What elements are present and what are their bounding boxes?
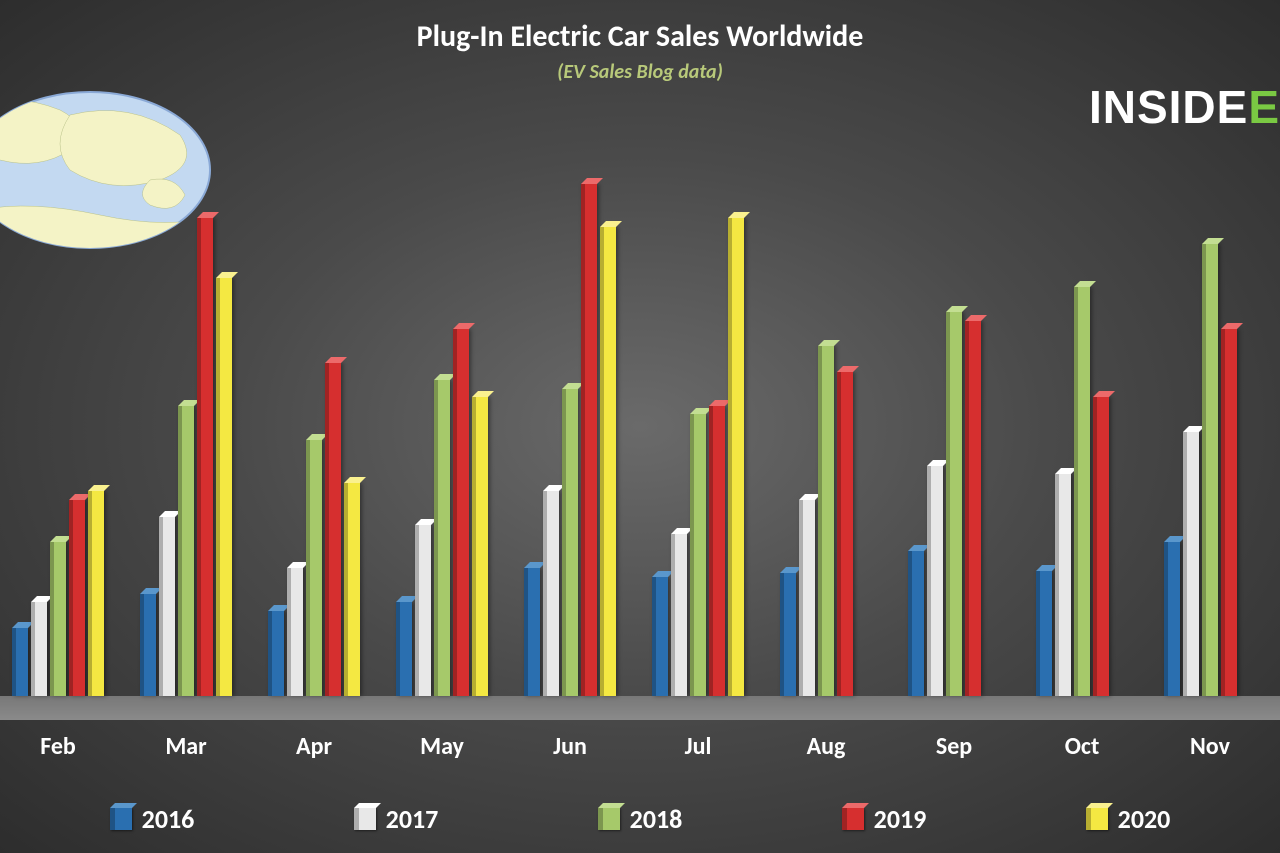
bar [1164, 542, 1180, 696]
x-axis-label: Oct [1065, 732, 1100, 761]
bar [159, 517, 175, 696]
bar [287, 568, 303, 696]
bar [837, 372, 853, 696]
legend-label: 2020 [1118, 803, 1171, 835]
bar [671, 534, 687, 696]
legend-label: 2017 [386, 803, 439, 835]
bar [562, 389, 578, 696]
month-group [908, 312, 1000, 696]
bar [543, 491, 559, 696]
bar [325, 363, 341, 696]
x-axis-label: Jul [685, 732, 712, 761]
bar [415, 525, 431, 696]
month-group [140, 218, 232, 696]
bar [1036, 571, 1052, 696]
legend-swatch [598, 808, 620, 830]
legend-swatch [1086, 808, 1108, 830]
legend-swatch [110, 808, 132, 830]
bar [581, 184, 597, 696]
bar [780, 573, 796, 696]
bar [652, 577, 668, 696]
month-group [1164, 244, 1256, 696]
bar [69, 500, 85, 696]
bar [344, 483, 360, 696]
x-axis-label: Feb [40, 732, 76, 761]
plot-area [0, 150, 1280, 720]
legend: 2016 2017 2018 2019 2020 [0, 803, 1280, 835]
legend-item: 2018 [598, 803, 683, 835]
bar [88, 491, 104, 696]
month-group [1036, 287, 1128, 697]
bar [268, 611, 284, 696]
legend-item: 2019 [842, 803, 927, 835]
bar [434, 380, 450, 696]
bar [946, 312, 962, 696]
bar [728, 218, 744, 696]
logo-text-white: INSIDE [1089, 81, 1248, 133]
bar [799, 500, 815, 696]
bar [197, 218, 213, 696]
month-group [396, 329, 488, 696]
month-group [780, 346, 872, 696]
month-group [12, 491, 104, 696]
bar [1093, 397, 1109, 696]
bar [216, 278, 232, 696]
bar [140, 594, 156, 696]
legend-label: 2018 [630, 803, 683, 835]
x-axis-label: Nov [1190, 732, 1230, 761]
bar [690, 414, 706, 696]
bar [709, 406, 725, 696]
month-group [524, 184, 616, 696]
bar [965, 321, 981, 696]
bar [1221, 329, 1237, 696]
bar [1202, 244, 1218, 696]
bar [818, 346, 834, 696]
bar [1055, 474, 1071, 696]
x-axis-label: Aug [807, 732, 846, 761]
legend-item: 2020 [1086, 803, 1171, 835]
bar [472, 397, 488, 696]
bar [31, 602, 47, 696]
x-axis-label: Jun [553, 732, 587, 761]
legend-item: 2016 [110, 803, 195, 835]
legend-swatch [354, 808, 376, 830]
legend-label: 2016 [142, 803, 195, 835]
x-axis-label: Apr [296, 732, 332, 761]
bar [306, 440, 322, 696]
chart-container: Plug-In Electric Car Sales Worldwide (EV… [0, 0, 1280, 853]
logo-text-green: E [1248, 81, 1280, 133]
bar [12, 628, 28, 696]
x-axis-label: Sep [936, 732, 972, 761]
bar [524, 568, 540, 696]
bar [927, 466, 943, 696]
bar [600, 227, 616, 696]
legend-item: 2017 [354, 803, 439, 835]
month-group [652, 218, 744, 696]
bar [1074, 287, 1090, 697]
legend-swatch [842, 808, 864, 830]
legend-label: 2019 [874, 803, 927, 835]
bar [396, 602, 412, 696]
x-axis-label: May [420, 732, 464, 761]
brand-logo: INSIDEE [1089, 80, 1280, 134]
chart-baseline [0, 696, 1280, 720]
chart-title: Plug-In Electric Car Sales Worldwide [0, 18, 1280, 55]
x-axis-label: Mar [165, 732, 206, 761]
bar [178, 406, 194, 696]
bar [50, 542, 66, 696]
x-axis-labels: Feb Mar Apr May Jun Jul Aug Sep Oct Nov [0, 726, 1280, 766]
bar [908, 551, 924, 696]
month-group [268, 363, 360, 696]
bar [1183, 432, 1199, 696]
bar [453, 329, 469, 696]
